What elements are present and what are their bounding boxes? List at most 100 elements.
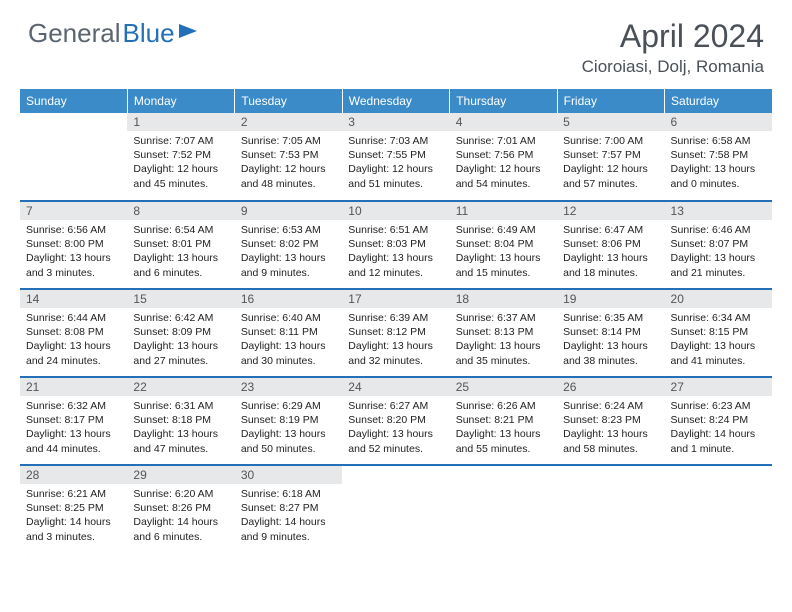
sunrise-line: Sunrise: 7:07 AM [133, 134, 228, 148]
sunset-line: Sunset: 8:15 PM [671, 325, 766, 339]
day-content: Sunrise: 7:01 AMSunset: 7:56 PMDaylight:… [450, 131, 557, 194]
daylight-line: Daylight: 13 hours and 58 minutes. [563, 427, 658, 455]
sunset-line: Sunset: 8:18 PM [133, 413, 228, 427]
calendar-day-cell: 24Sunrise: 6:27 AMSunset: 8:20 PMDayligh… [342, 377, 449, 465]
day-number: 28 [20, 466, 127, 484]
sunset-line: Sunset: 8:04 PM [456, 237, 551, 251]
sunrise-line: Sunrise: 6:18 AM [241, 487, 336, 501]
sunrise-line: Sunrise: 6:49 AM [456, 223, 551, 237]
calendar-day-cell: 30 Sunrise: 6:18 AMSunset: 8:27 PMDayligh… [235, 465, 342, 553]
sunrise-line: Sunrise: 6:40 AM [241, 311, 336, 325]
calendar-day-cell: 3Sunrise: 7:03 AMSunset: 7:55 PMDaylight… [342, 113, 449, 201]
daylight-line: Daylight: 12 hours and 48 minutes. [241, 162, 336, 190]
daylight-line: Daylight: 13 hours and 47 minutes. [133, 427, 228, 455]
day-content: Sunrise: 6:21 AMSunset: 8:25 PMDaylight:… [20, 484, 127, 547]
logo-text-2: Blue [123, 18, 175, 49]
daylight-line: Daylight: 12 hours and 45 minutes. [133, 162, 228, 190]
sunset-line: Sunset: 8:19 PM [241, 413, 336, 427]
sunset-line: Sunset: 8:17 PM [26, 413, 121, 427]
weekday-header: Tuesday [235, 89, 342, 113]
day-content: Sunrise: 6:58 AMSunset: 7:58 PMDaylight:… [665, 131, 772, 194]
sunset-line: Sunset: 8:01 PM [133, 237, 228, 251]
day-content: Sunrise: 7:03 AMSunset: 7:55 PMDaylight:… [342, 131, 449, 194]
sunrise-line: Sunrise: 6:56 AM [26, 223, 121, 237]
day-number: 22 [127, 378, 234, 396]
sunrise-line: Sunrise: 7:03 AM [348, 134, 443, 148]
sunset-line: Sunset: 7:58 PM [671, 148, 766, 162]
daylight-line: Daylight: 13 hours and 41 minutes. [671, 339, 766, 367]
daylight-line: Daylight: 13 hours and 21 minutes. [671, 251, 766, 279]
day-number: 30 [235, 466, 342, 484]
day-number: 14 [20, 290, 127, 308]
calendar-day-cell: .. [450, 465, 557, 553]
sunrise-line: Sunrise: 7:01 AM [456, 134, 551, 148]
sunrise-line: Sunrise: 6:53 AM [241, 223, 336, 237]
day-number: 16 [235, 290, 342, 308]
daylight-line: Daylight: 12 hours and 51 minutes. [348, 162, 443, 190]
day-number: 10 [342, 202, 449, 220]
calendar-day-cell: 8Sunrise: 6:54 AMSunset: 8:01 PMDaylight… [127, 201, 234, 289]
day-content: Sunrise: 6:46 AMSunset: 8:07 PMDaylight:… [665, 220, 772, 283]
daylight-line: Daylight: 14 hours and 9 minutes. [241, 515, 336, 543]
day-content: Sunrise: 6:29 AMSunset: 8:19 PMDaylight:… [235, 396, 342, 459]
sunrise-line: Sunrise: 6:39 AM [348, 311, 443, 325]
sunset-line: Sunset: 8:27 PM [241, 501, 336, 515]
sunset-line: Sunset: 8:09 PM [133, 325, 228, 339]
sunrise-line: Sunrise: 6:54 AM [133, 223, 228, 237]
daylight-line: Daylight: 14 hours and 3 minutes. [26, 515, 121, 543]
calendar-week-row: 14Sunrise: 6:44 AMSunset: 8:08 PMDayligh… [20, 289, 772, 377]
sunrise-line: Sunrise: 6:42 AM [133, 311, 228, 325]
day-content: Sunrise: 6:44 AMSunset: 8:08 PMDaylight:… [20, 308, 127, 371]
day-number: 19 [557, 290, 664, 308]
day-content: Sunrise: 6:34 AMSunset: 8:15 PMDaylight:… [665, 308, 772, 371]
calendar-day-cell: 20Sunrise: 6:34 AMSunset: 8:15 PMDayligh… [665, 289, 772, 377]
daylight-line: Daylight: 13 hours and 3 minutes. [26, 251, 121, 279]
sunrise-line: Sunrise: 6:35 AM [563, 311, 658, 325]
day-content: Sunrise: 6:49 AMSunset: 8:04 PMDaylight:… [450, 220, 557, 283]
sunset-line: Sunset: 8:21 PM [456, 413, 551, 427]
day-number: 27 [665, 378, 772, 396]
day-number: 1 [127, 113, 234, 131]
day-content: Sunrise: 6:53 AMSunset: 8:02 PMDaylight:… [235, 220, 342, 283]
daylight-line: Daylight: 13 hours and 24 minutes. [26, 339, 121, 367]
sunset-line: Sunset: 8:06 PM [563, 237, 658, 251]
sunrise-line: Sunrise: 6:23 AM [671, 399, 766, 413]
day-content: Sunrise: 6:40 AMSunset: 8:11 PMDaylight:… [235, 308, 342, 371]
day-content: Sunrise: 6:32 AMSunset: 8:17 PMDaylight:… [20, 396, 127, 459]
sunset-line: Sunset: 7:53 PM [241, 148, 336, 162]
calendar-day-cell: 18Sunrise: 6:37 AMSunset: 8:13 PMDayligh… [450, 289, 557, 377]
sunset-line: Sunset: 8:13 PM [456, 325, 551, 339]
logo-text-1: General [28, 18, 121, 49]
sunrise-line: Sunrise: 6:31 AM [133, 399, 228, 413]
daylight-line: Daylight: 13 hours and 52 minutes. [348, 427, 443, 455]
calendar-table: SundayMondayTuesdayWednesdayThursdayFrid… [20, 89, 772, 553]
sunrise-line: Sunrise: 6:27 AM [348, 399, 443, 413]
sunset-line: Sunset: 8:00 PM [26, 237, 121, 251]
header: GeneralBlue April 2024 Cioroiasi, Dolj, … [0, 0, 792, 85]
day-number: 8 [127, 202, 234, 220]
calendar-week-row: 21Sunrise: 6:32 AMSunset: 8:17 PMDayligh… [20, 377, 772, 465]
sunrise-line: Sunrise: 6:37 AM [456, 311, 551, 325]
day-number: 11 [450, 202, 557, 220]
weekday-header: Thursday [450, 89, 557, 113]
day-content: Sunrise: 7:00 AMSunset: 7:57 PMDaylight:… [557, 131, 664, 194]
day-content: Sunrise: 6:56 AMSunset: 8:00 PMDaylight:… [20, 220, 127, 283]
day-number: 20 [665, 290, 772, 308]
calendar-week-row: ..1Sunrise: 7:07 AMSunset: 7:52 PMDaylig… [20, 113, 772, 201]
sunset-line: Sunset: 7:57 PM [563, 148, 658, 162]
calendar-day-cell: 4Sunrise: 7:01 AMSunset: 7:56 PMDaylight… [450, 113, 557, 201]
weekday-header-row: SundayMondayTuesdayWednesdayThursdayFrid… [20, 89, 772, 113]
sunrise-line: Sunrise: 6:34 AM [671, 311, 766, 325]
sunset-line: Sunset: 8:03 PM [348, 237, 443, 251]
day-content: Sunrise: 6:54 AMSunset: 8:01 PMDaylight:… [127, 220, 234, 283]
sunrise-line: Sunrise: 6:26 AM [456, 399, 551, 413]
day-content: Sunrise: 6:20 AMSunset: 8:26 PMDaylight:… [127, 484, 234, 547]
daylight-line: Daylight: 13 hours and 50 minutes. [241, 427, 336, 455]
location-label: Cioroiasi, Dolj, Romania [582, 57, 764, 77]
page-title: April 2024 [582, 18, 764, 55]
daylight-line: Daylight: 13 hours and 6 minutes. [133, 251, 228, 279]
day-number: 23 [235, 378, 342, 396]
daylight-line: Daylight: 13 hours and 44 minutes. [26, 427, 121, 455]
calendar-day-cell: 23Sunrise: 6:29 AMSunset: 8:19 PMDayligh… [235, 377, 342, 465]
day-content: Sunrise: 6:42 AMSunset: 8:09 PMDaylight:… [127, 308, 234, 371]
